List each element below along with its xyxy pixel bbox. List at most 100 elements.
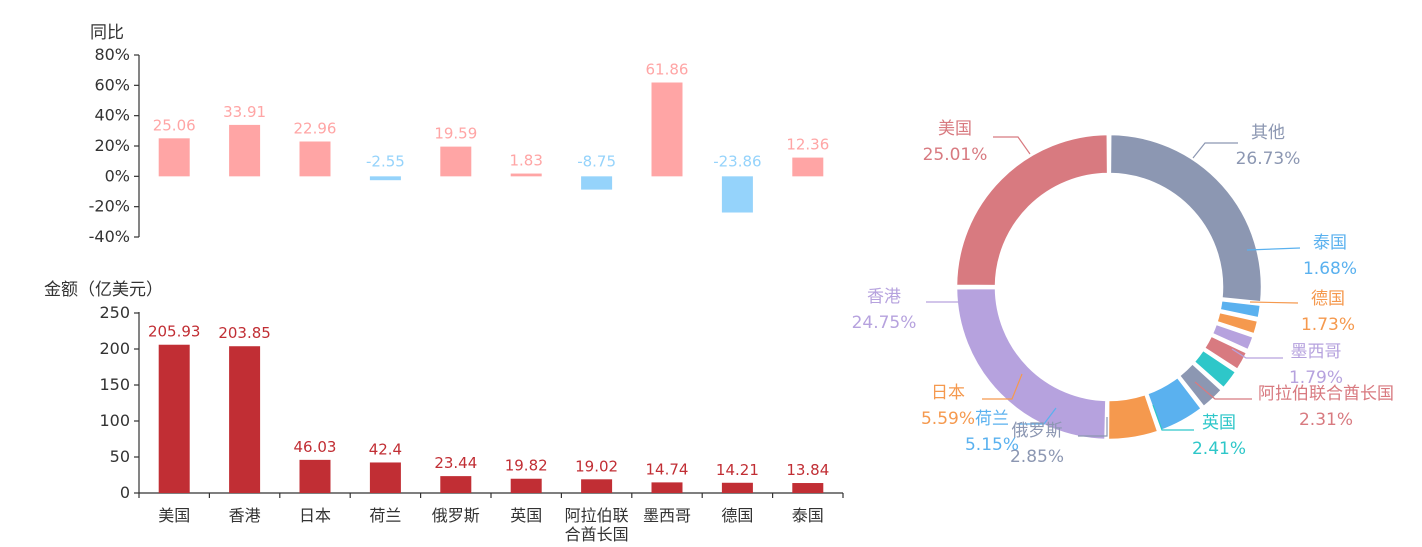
amount-bar[interactable] xyxy=(651,482,683,493)
donut-slice-percent: 26.73% xyxy=(1236,149,1301,169)
yoy-data-label: 12.36 xyxy=(786,136,829,154)
donut-leader-line xyxy=(1078,417,1108,437)
amount-x-tick-label: 美国 xyxy=(158,506,190,525)
donut-slice-name: 其他 xyxy=(1251,123,1285,143)
amount-x-tick-label: 阿拉伯联 xyxy=(565,506,629,525)
donut-slice[interactable] xyxy=(1218,298,1263,320)
yoy-bar[interactable] xyxy=(581,176,613,190)
donut-slice-percent: 2.41% xyxy=(1192,439,1246,459)
donut-slice-percent: 5.15% xyxy=(965,435,1019,455)
yoy-bar[interactable] xyxy=(721,176,753,213)
yoy-data-label: 25.06 xyxy=(153,116,196,134)
yoy-data-labels: 25.06 33.91 22.96 -2.55 19.59 1.83 -8.75 61.86 -… xyxy=(153,61,830,171)
yoy-tick-label: 0% xyxy=(105,166,130,185)
amount-x-tick-label: 英国 xyxy=(510,506,542,525)
yoy-data-label: 61.86 xyxy=(646,61,689,79)
amount-x-tick-label: 日本 xyxy=(299,506,331,525)
amount-y-ticks: 250 200 150 100 50 0 xyxy=(99,303,139,502)
amount-tick-label: 50 xyxy=(110,447,130,466)
donut-slice-percent: 5.59% xyxy=(921,409,975,429)
amount-x-tick-label: 合酋长国 xyxy=(565,525,629,544)
yoy-bar-chart: 同比 80% 60% 40% 20% 0% -20% -40% 25.06 33.91 22.9… xyxy=(89,23,830,246)
yoy-bar[interactable] xyxy=(229,124,261,177)
donut-leader-line xyxy=(1231,348,1283,359)
donut-slice[interactable] xyxy=(1145,375,1204,433)
amount-tick-label: 150 xyxy=(99,375,130,394)
donut-slice-name: 荷兰 xyxy=(975,409,1009,429)
yoy-axis-title: 同比 xyxy=(90,23,124,43)
amount-bar[interactable] xyxy=(369,462,401,493)
yoy-data-label: 19.59 xyxy=(434,125,477,143)
amount-x-tick-label: 泰国 xyxy=(792,506,824,525)
donut-slice[interactable] xyxy=(954,286,1108,442)
donut-slice[interactable] xyxy=(1202,333,1249,372)
donut-slice-percent: 24.75% xyxy=(852,313,917,333)
amount-bar[interactable] xyxy=(229,346,261,493)
amount-data-label: 14.21 xyxy=(716,461,759,479)
amount-bar[interactable] xyxy=(299,459,331,493)
amount-data-label: 19.02 xyxy=(575,457,618,475)
donut-slices xyxy=(954,132,1264,442)
donut-slice-percent: 1.79% xyxy=(1289,368,1343,388)
amount-bar[interactable] xyxy=(158,344,190,493)
donut-slice[interactable] xyxy=(954,132,1110,288)
yoy-bar[interactable] xyxy=(158,138,190,177)
donut-slice-name: 俄罗斯 xyxy=(1012,421,1063,441)
amount-data-labels: 205.93 203.85 46.03 42.4 23.44 19.82 19.02 14.7… xyxy=(148,323,829,479)
yoy-bar[interactable] xyxy=(299,141,331,177)
donut-slice[interactable] xyxy=(1214,310,1260,336)
amount-x-tick-label: 荷兰 xyxy=(369,506,401,525)
yoy-data-label: 33.91 xyxy=(223,103,266,121)
yoy-bar[interactable] xyxy=(651,82,683,177)
yoy-bars xyxy=(158,82,824,213)
yoy-tick-label: 40% xyxy=(94,106,130,125)
yoy-bar[interactable] xyxy=(369,176,401,181)
donut-slice-name: 墨西哥 xyxy=(1291,342,1342,362)
amount-bar[interactable] xyxy=(581,479,613,493)
yoy-bar[interactable] xyxy=(510,173,542,177)
yoy-tick-label: -20% xyxy=(89,197,130,216)
yoy-tick-label: -40% xyxy=(89,227,130,246)
donut-labels: 其他 26.73% 泰国 1.68% 德国 1.73% 墨西哥 1.79%阿拉伯联合酋长国 2.… xyxy=(852,119,1394,467)
donut-slice-name: 美国 xyxy=(938,119,972,139)
donut-leader-line xyxy=(1192,142,1238,159)
amount-tick-label: 200 xyxy=(99,339,130,358)
donut-slice-name: 德国 xyxy=(1311,289,1345,309)
donut-slice-name: 泰国 xyxy=(1313,233,1347,253)
donut-slice-percent: 2.31% xyxy=(1299,410,1353,430)
donut-slice-name: 香港 xyxy=(867,287,901,307)
donut-leader-line xyxy=(1018,407,1057,425)
amount-data-label: 42.4 xyxy=(369,440,402,458)
amount-bar[interactable] xyxy=(721,482,753,493)
amount-bar[interactable] xyxy=(440,476,472,493)
donut-slice-percent: 2.85% xyxy=(1010,447,1064,467)
yoy-bar[interactable] xyxy=(792,157,824,177)
amount-data-label: 19.82 xyxy=(505,457,548,475)
amount-data-label: 23.44 xyxy=(434,454,477,472)
yoy-tick-label: 20% xyxy=(94,136,130,155)
yoy-tick-label: 60% xyxy=(94,75,130,94)
yoy-tick-label: 80% xyxy=(94,45,130,64)
donut-slice[interactable] xyxy=(1210,322,1256,353)
donut-slice-name: 英国 xyxy=(1202,413,1236,433)
donut-slice-percent: 1.73% xyxy=(1301,315,1355,335)
donut-leader-line xyxy=(1152,404,1194,431)
amount-tick-label: 250 xyxy=(99,303,130,322)
donut-slice-name: 阿拉伯联合酋长国 xyxy=(1258,384,1394,404)
donut-slice[interactable] xyxy=(1106,392,1160,442)
amount-bars xyxy=(158,344,824,493)
amount-bar[interactable] xyxy=(792,483,824,493)
amount-x-tick-label: 德国 xyxy=(721,506,753,525)
amount-tick-label: 100 xyxy=(99,411,130,430)
yoy-bar[interactable] xyxy=(440,146,472,177)
share-donut-chart: 其他 26.73% 泰国 1.68% 德国 1.73% 墨西哥 1.79%阿拉伯联合酋长国 2.… xyxy=(852,119,1394,467)
amount-bar[interactable] xyxy=(510,478,542,493)
yoy-data-label: -8.75 xyxy=(577,152,616,170)
amount-data-label: 14.74 xyxy=(646,460,689,478)
donut-slice[interactable] xyxy=(1191,347,1239,391)
amount-data-label: 203.85 xyxy=(218,324,271,342)
amount-x-tick-label: 香港 xyxy=(229,506,261,525)
amount-data-label: 13.84 xyxy=(786,461,829,479)
